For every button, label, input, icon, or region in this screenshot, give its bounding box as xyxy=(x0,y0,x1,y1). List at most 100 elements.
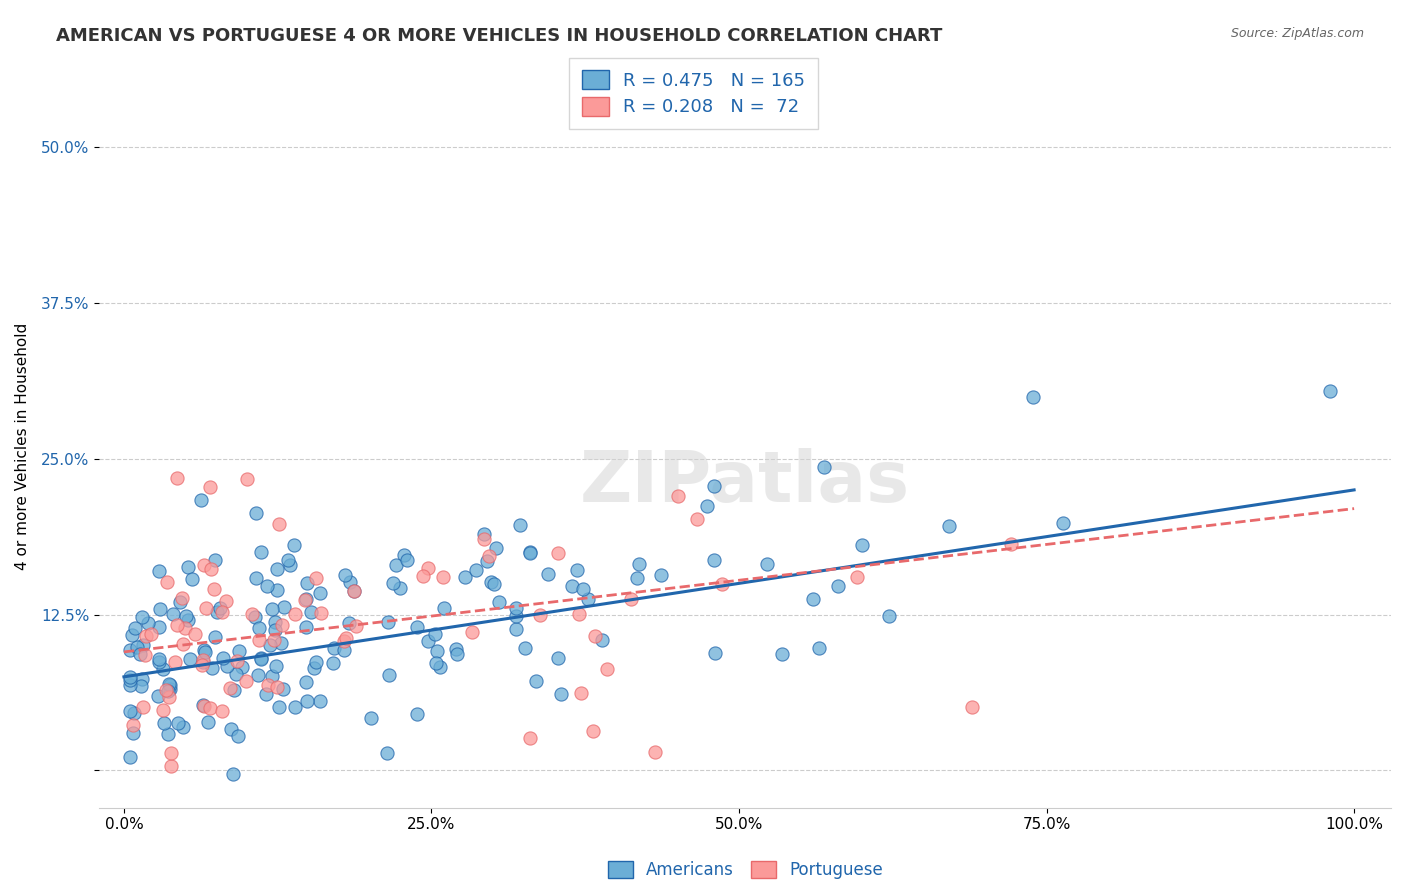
Point xyxy=(167,715,190,730)
Point xyxy=(294,674,316,689)
Point xyxy=(485,541,508,556)
Point xyxy=(256,579,278,593)
Point xyxy=(627,557,650,571)
Point xyxy=(478,549,501,564)
Point xyxy=(960,699,983,714)
Point xyxy=(193,698,215,713)
Point xyxy=(271,681,294,696)
Point xyxy=(395,553,418,567)
Point xyxy=(146,689,169,703)
Point xyxy=(505,608,527,623)
Point xyxy=(305,655,328,669)
Point xyxy=(250,544,273,558)
Point xyxy=(509,518,531,533)
Point xyxy=(412,569,434,583)
Point xyxy=(569,686,592,700)
Point xyxy=(193,698,215,712)
Point xyxy=(846,569,869,583)
Point xyxy=(755,557,778,571)
Point xyxy=(519,545,541,559)
Point xyxy=(295,694,318,708)
Point xyxy=(200,480,222,494)
Point xyxy=(650,568,672,582)
Point xyxy=(269,516,291,531)
Point xyxy=(184,627,207,641)
Point xyxy=(568,607,591,622)
Point xyxy=(576,592,599,607)
Point xyxy=(157,677,180,691)
Point xyxy=(703,552,725,566)
Point xyxy=(488,595,510,609)
Point xyxy=(309,586,332,600)
Point xyxy=(169,595,191,609)
Point xyxy=(122,706,145,721)
Point xyxy=(159,759,181,773)
Text: AMERICAN VS PORTUGUESE 4 OR MORE VEHICLES IN HOUSEHOLD CORRELATION CHART: AMERICAN VS PORTUGUESE 4 OR MORE VEHICLE… xyxy=(56,27,942,45)
Point xyxy=(377,668,399,682)
Point xyxy=(704,646,727,660)
Point xyxy=(217,658,239,673)
Point xyxy=(433,600,456,615)
Point xyxy=(278,558,301,573)
Point xyxy=(484,577,506,591)
Point xyxy=(172,637,194,651)
Point xyxy=(344,618,367,632)
Point xyxy=(247,633,270,648)
Point xyxy=(519,546,541,560)
Point xyxy=(194,645,217,659)
Point xyxy=(177,614,200,628)
Point xyxy=(472,526,495,541)
Point xyxy=(148,620,170,634)
Point xyxy=(406,707,429,722)
Point xyxy=(204,630,226,644)
Point xyxy=(162,607,184,621)
Point xyxy=(129,679,152,693)
Point xyxy=(263,633,285,648)
Point xyxy=(181,572,204,586)
Point xyxy=(323,641,346,656)
Point xyxy=(264,659,287,673)
Point xyxy=(479,574,502,589)
Point xyxy=(454,570,477,584)
Point xyxy=(332,643,354,657)
Point xyxy=(231,660,253,674)
Point xyxy=(122,718,145,732)
Point xyxy=(536,566,558,581)
Point xyxy=(264,615,287,630)
Point xyxy=(377,746,399,760)
Point xyxy=(879,609,901,624)
Point xyxy=(193,653,215,667)
Point xyxy=(219,681,242,695)
Point xyxy=(249,650,271,665)
Point xyxy=(626,571,648,585)
Point xyxy=(198,700,221,714)
Point xyxy=(423,627,446,641)
Point xyxy=(124,621,146,635)
Point xyxy=(259,639,281,653)
Point xyxy=(221,767,243,781)
Point xyxy=(247,621,270,635)
Point xyxy=(148,564,170,578)
Point xyxy=(308,693,330,707)
Point xyxy=(166,618,188,632)
Point xyxy=(337,615,360,630)
Point xyxy=(295,575,318,590)
Point xyxy=(1052,516,1074,531)
Point xyxy=(212,650,235,665)
Point xyxy=(429,660,451,674)
Point xyxy=(547,651,569,665)
Point xyxy=(1319,384,1341,398)
Point xyxy=(572,582,595,597)
Point xyxy=(163,655,186,669)
Point xyxy=(377,615,399,629)
Point xyxy=(461,625,484,640)
Point xyxy=(264,623,287,637)
Point xyxy=(262,602,284,616)
Point xyxy=(127,853,149,867)
Point xyxy=(294,593,316,607)
Point xyxy=(176,609,198,624)
Point xyxy=(224,683,246,698)
Point xyxy=(135,629,157,643)
Point xyxy=(295,592,318,607)
Point xyxy=(591,632,613,647)
